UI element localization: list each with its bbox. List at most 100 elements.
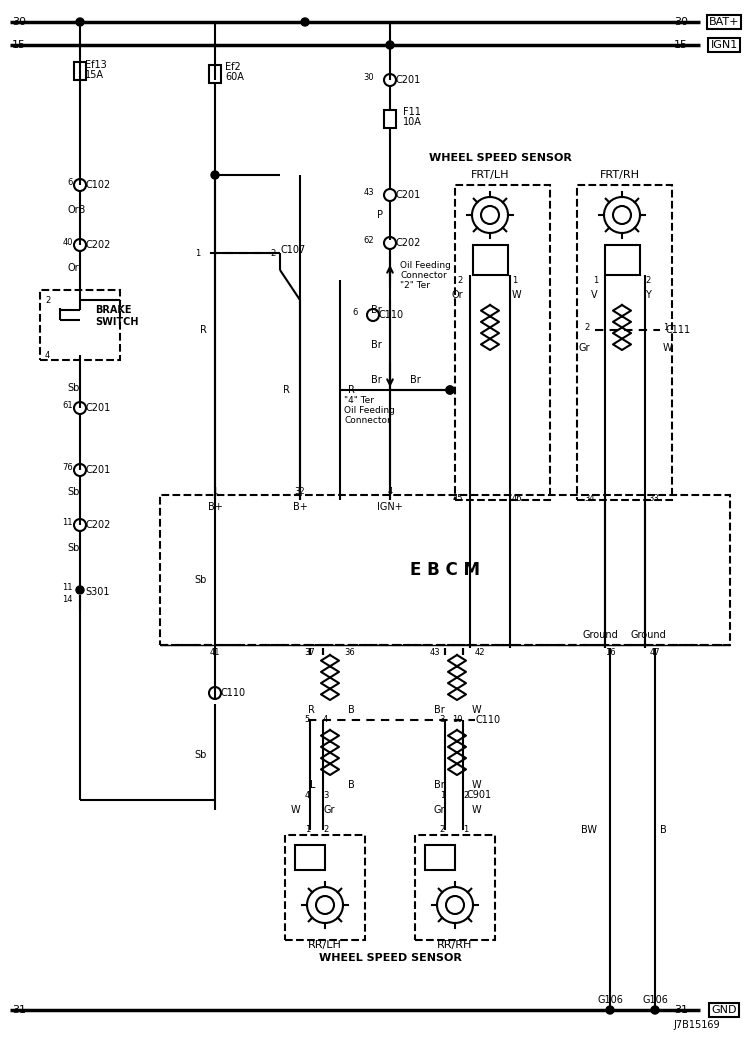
Bar — [74, 62, 86, 80]
Text: Br: Br — [371, 375, 382, 385]
Text: 10A: 10A — [403, 117, 422, 127]
Circle shape — [211, 171, 219, 179]
Text: RR/LH: RR/LH — [308, 940, 342, 950]
Text: Br: Br — [434, 780, 445, 790]
Text: Br: Br — [371, 340, 382, 350]
Text: C201: C201 — [85, 465, 110, 475]
Text: Gr: Gr — [578, 343, 590, 353]
Circle shape — [446, 387, 454, 394]
Text: 1: 1 — [512, 275, 517, 285]
Text: V: V — [591, 290, 598, 300]
Bar — [285, 835, 365, 940]
Text: 1: 1 — [212, 487, 217, 496]
Text: 1: 1 — [440, 791, 445, 799]
Text: 10: 10 — [452, 716, 463, 724]
Text: 41: 41 — [210, 648, 220, 657]
Text: Or: Or — [67, 263, 79, 273]
Circle shape — [76, 18, 84, 26]
Circle shape — [651, 1006, 659, 1014]
Text: C110: C110 — [475, 715, 500, 725]
Text: 1: 1 — [195, 248, 200, 258]
Text: 1: 1 — [663, 322, 668, 331]
Text: 31: 31 — [674, 1005, 688, 1015]
Text: BW: BW — [581, 825, 597, 835]
Text: Oil Feeding: Oil Feeding — [400, 261, 451, 269]
Bar — [605, 245, 640, 275]
Text: R: R — [308, 705, 315, 715]
Text: "2" Ter: "2" Ter — [400, 281, 430, 290]
Circle shape — [606, 1006, 614, 1014]
Text: 33: 33 — [648, 494, 658, 503]
Text: Br: Br — [371, 305, 382, 315]
Text: G106: G106 — [642, 995, 668, 1005]
Text: C201: C201 — [395, 75, 420, 85]
Text: 42: 42 — [475, 648, 485, 657]
Text: 3: 3 — [440, 716, 445, 724]
Text: 2: 2 — [270, 248, 275, 258]
Text: W: W — [472, 780, 482, 790]
Text: 34: 34 — [584, 494, 595, 503]
Text: 36: 36 — [345, 648, 355, 657]
Text: 4: 4 — [388, 487, 393, 496]
Text: 76: 76 — [62, 462, 73, 472]
Text: WHEEL SPEED SENSOR: WHEEL SPEED SENSOR — [319, 953, 461, 963]
Text: 15: 15 — [12, 39, 26, 50]
Text: Gr: Gr — [433, 805, 445, 815]
Text: G106: G106 — [597, 995, 623, 1005]
Text: Sb: Sb — [67, 383, 80, 393]
Text: IGN1: IGN1 — [710, 39, 737, 50]
Text: 2: 2 — [645, 275, 650, 285]
Text: FRT/LH: FRT/LH — [471, 170, 509, 180]
Text: 16: 16 — [604, 648, 615, 657]
Circle shape — [301, 18, 309, 26]
Bar — [425, 845, 455, 870]
Text: Ground: Ground — [630, 630, 666, 640]
Text: C202: C202 — [85, 240, 110, 250]
Circle shape — [386, 41, 394, 49]
Text: W: W — [663, 343, 673, 353]
Text: E B C M: E B C M — [410, 561, 480, 579]
Text: 30: 30 — [12, 17, 26, 27]
Text: C102: C102 — [85, 180, 110, 190]
Text: FRT/RH: FRT/RH — [600, 170, 640, 180]
Bar — [295, 845, 325, 870]
Text: W: W — [512, 290, 522, 300]
Text: 46: 46 — [512, 494, 523, 503]
Text: L: L — [310, 780, 315, 790]
Text: B: B — [348, 705, 355, 715]
Text: RR/RH: RR/RH — [437, 940, 472, 950]
Text: Connector: Connector — [400, 270, 447, 279]
Text: 6: 6 — [352, 308, 358, 317]
Text: W: W — [472, 705, 482, 715]
Text: 47: 47 — [650, 648, 660, 657]
Text: C201: C201 — [395, 190, 420, 199]
Text: 43: 43 — [364, 187, 374, 196]
Text: 1: 1 — [592, 275, 598, 285]
Text: Or: Or — [452, 290, 463, 300]
Text: 43: 43 — [430, 648, 440, 657]
Text: Br: Br — [434, 705, 445, 715]
Text: R: R — [284, 385, 290, 395]
Text: Sb: Sb — [67, 487, 80, 497]
Text: 15: 15 — [674, 39, 688, 50]
Text: 14: 14 — [62, 595, 73, 605]
Text: Y: Y — [645, 290, 651, 300]
Bar — [160, 495, 730, 645]
Bar — [415, 835, 495, 940]
Text: 6: 6 — [68, 178, 73, 186]
Text: Gr: Gr — [323, 805, 334, 815]
Text: W: W — [472, 805, 482, 815]
Bar — [209, 65, 221, 83]
Text: Ef2: Ef2 — [225, 62, 241, 72]
Text: C901: C901 — [466, 790, 491, 800]
Text: 4: 4 — [323, 716, 328, 724]
Bar — [473, 245, 508, 275]
Text: BRAKE: BRAKE — [95, 305, 131, 315]
Text: Connector: Connector — [344, 416, 391, 425]
Circle shape — [76, 586, 84, 594]
Text: 60A: 60A — [225, 72, 244, 82]
Text: 4: 4 — [45, 350, 50, 359]
Text: Sb: Sb — [195, 750, 207, 760]
Text: C111: C111 — [665, 325, 690, 335]
Text: 2: 2 — [323, 826, 328, 834]
